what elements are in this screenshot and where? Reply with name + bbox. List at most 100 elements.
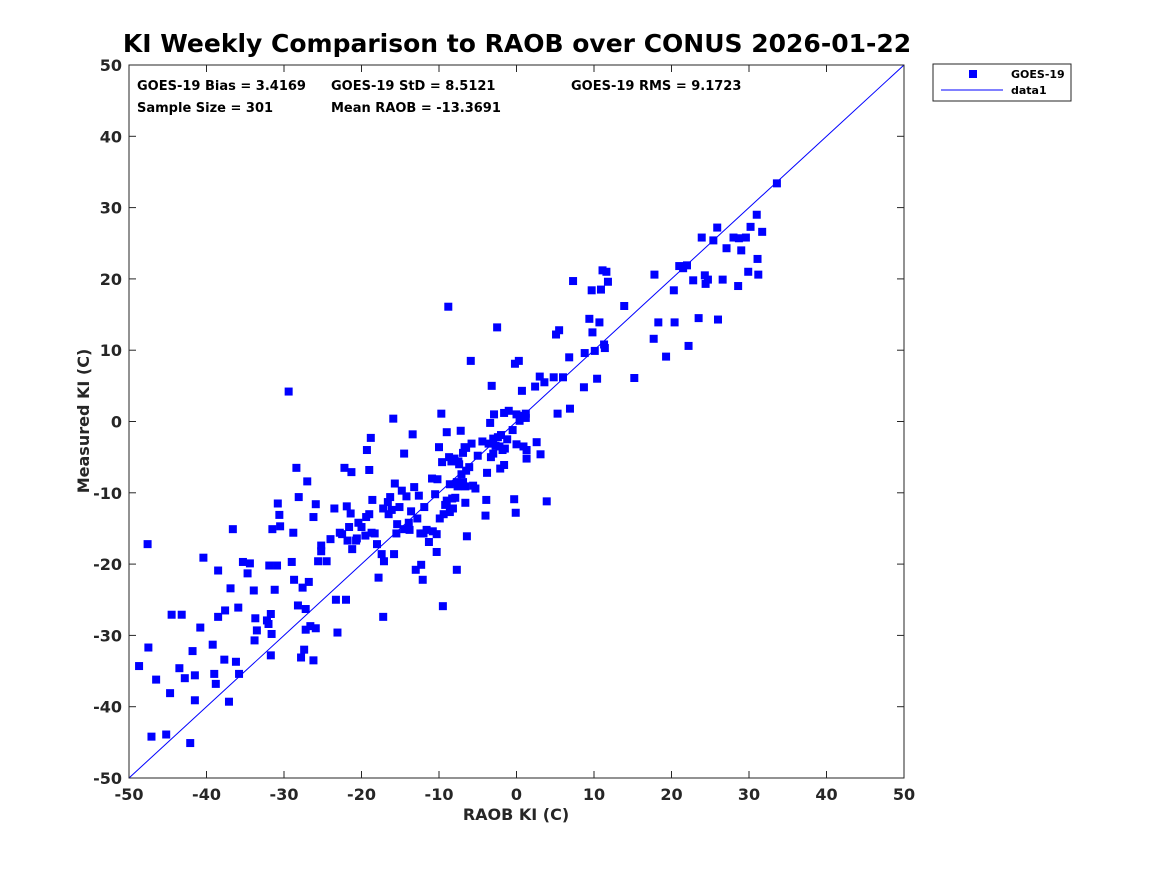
data-point bbox=[445, 480, 454, 489]
data-point bbox=[701, 279, 710, 288]
data-point bbox=[374, 573, 383, 582]
data-point bbox=[249, 586, 258, 595]
data-point bbox=[465, 463, 474, 472]
data-point bbox=[180, 674, 189, 683]
data-point bbox=[555, 326, 564, 335]
data-point bbox=[432, 530, 441, 539]
data-point bbox=[752, 210, 761, 219]
data-point bbox=[512, 440, 521, 449]
data-point bbox=[268, 525, 277, 534]
data-point bbox=[484, 439, 493, 448]
data-point bbox=[220, 655, 229, 664]
data-point bbox=[650, 270, 659, 279]
x-tick-label: -40 bbox=[192, 785, 221, 804]
data-point bbox=[352, 534, 361, 543]
data-point bbox=[433, 475, 442, 484]
data-point bbox=[456, 426, 465, 435]
data-point bbox=[590, 346, 599, 355]
data-point bbox=[540, 378, 549, 387]
data-point bbox=[326, 535, 335, 544]
data-point bbox=[152, 675, 161, 684]
data-point bbox=[462, 532, 471, 541]
data-point bbox=[532, 438, 541, 447]
data-point bbox=[251, 614, 260, 623]
data-point bbox=[400, 449, 409, 458]
x-tick-label: -20 bbox=[347, 785, 376, 804]
data-point bbox=[600, 344, 609, 353]
data-point bbox=[758, 227, 767, 236]
y-tick-label: 0 bbox=[111, 413, 122, 432]
data-point bbox=[630, 374, 639, 383]
data-point bbox=[417, 560, 426, 569]
data-point bbox=[700, 271, 709, 280]
y-tick-label: 40 bbox=[100, 127, 122, 146]
data-point bbox=[266, 651, 275, 660]
data-point bbox=[309, 656, 318, 665]
data-point bbox=[580, 349, 589, 358]
data-point bbox=[270, 585, 279, 594]
data-point bbox=[444, 302, 453, 311]
x-tick-label: 10 bbox=[583, 785, 605, 804]
data-point bbox=[467, 439, 476, 448]
data-point bbox=[238, 557, 247, 566]
data-point bbox=[734, 282, 743, 291]
data-point bbox=[461, 482, 470, 491]
reference-line-data1 bbox=[128, 64, 905, 779]
y-tick-label: -10 bbox=[93, 484, 122, 503]
data-point bbox=[397, 486, 406, 495]
data-point bbox=[366, 433, 375, 442]
data-point bbox=[390, 479, 399, 488]
x-tick-label: -10 bbox=[425, 785, 454, 804]
data-point bbox=[135, 662, 144, 671]
data-point bbox=[602, 267, 611, 276]
legend: GOES-19 data1 bbox=[932, 63, 1072, 102]
data-point bbox=[284, 387, 293, 396]
data-point bbox=[487, 381, 496, 390]
data-point bbox=[311, 624, 320, 633]
data-point bbox=[504, 406, 513, 415]
data-point bbox=[521, 409, 530, 418]
data-point bbox=[500, 460, 509, 469]
data-point bbox=[199, 553, 208, 562]
x-tick-label: -30 bbox=[270, 785, 299, 804]
data-point bbox=[448, 504, 457, 513]
data-point bbox=[379, 504, 388, 513]
data-point bbox=[461, 498, 470, 507]
data-point bbox=[473, 451, 482, 460]
data-point bbox=[714, 315, 722, 324]
stat-sample-size: Sample Size = 301 bbox=[137, 101, 273, 116]
data-point bbox=[384, 510, 393, 519]
data-point bbox=[654, 318, 663, 327]
data-point bbox=[314, 557, 323, 566]
data-point bbox=[689, 276, 698, 285]
chart-title: KI Weekly Comparison to RAOB over CONUS … bbox=[123, 29, 911, 58]
data-point bbox=[595, 318, 604, 327]
data-point bbox=[147, 732, 156, 741]
data-point bbox=[289, 528, 298, 537]
data-point bbox=[345, 523, 354, 532]
data-point bbox=[744, 267, 753, 276]
data-point bbox=[226, 584, 235, 593]
data-point bbox=[402, 492, 411, 501]
data-point bbox=[746, 222, 755, 231]
data-point bbox=[662, 352, 671, 361]
data-point bbox=[517, 386, 526, 395]
data-point bbox=[442, 428, 451, 437]
data-point bbox=[512, 410, 521, 419]
data-point bbox=[196, 623, 205, 632]
data-point bbox=[565, 404, 574, 413]
x-axis-label: RAOB KI (C) bbox=[463, 805, 569, 824]
data-point bbox=[211, 679, 220, 688]
data-point bbox=[452, 478, 461, 487]
axis-ticks: -50 -40 -30 -20 -10 0 10 20 30 40 50 50 40 30 20 10 0 -10… bbox=[93, 56, 915, 804]
data-point bbox=[503, 435, 512, 444]
data-point bbox=[569, 277, 578, 286]
data-point bbox=[386, 493, 395, 502]
data-point bbox=[649, 334, 658, 343]
data-point bbox=[500, 444, 509, 453]
x-tick-label: 20 bbox=[660, 785, 682, 804]
data-point bbox=[221, 606, 230, 615]
data-point bbox=[404, 518, 413, 527]
data-point bbox=[729, 233, 738, 242]
data-point bbox=[510, 495, 519, 504]
